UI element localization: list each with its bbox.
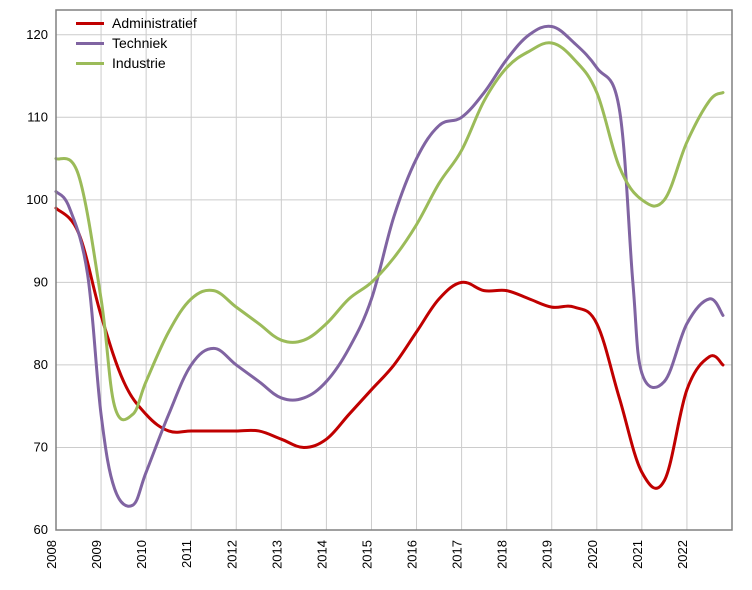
x-tick-label: 2008 (44, 540, 59, 569)
x-tick-label: 2014 (314, 540, 329, 569)
x-tick-label: 2017 (450, 540, 465, 569)
y-tick-label: 60 (34, 522, 48, 537)
x-tick-label: 2019 (540, 540, 555, 569)
legend-swatch (76, 22, 104, 25)
legend-label: Techniek (112, 34, 167, 52)
legend-swatch (76, 62, 104, 65)
x-tick-label: 2016 (405, 540, 420, 569)
x-tick-label: 2020 (585, 540, 600, 569)
x-tick-label: 2012 (224, 540, 239, 569)
x-tick-label: 2015 (359, 540, 374, 569)
x-tick-label: 2013 (269, 540, 284, 569)
x-tick-label: 2011 (179, 540, 194, 568)
legend-item: Administratief (76, 14, 197, 32)
y-tick-label: 80 (34, 357, 48, 372)
legend-item: Industrie (76, 54, 197, 72)
x-tick-label: 2010 (134, 540, 149, 569)
x-tick-label: 2022 (675, 540, 690, 569)
y-tick-label: 90 (34, 274, 48, 289)
legend: Administratief Techniek Industrie (76, 14, 197, 74)
y-tick-label: 100 (26, 192, 48, 207)
legend-label: Industrie (112, 54, 166, 72)
chart-svg: 60 70 80 90 100 110 120 2008 2009 2010 2011 2012 201… (0, 0, 752, 590)
y-tick-label: 70 (34, 439, 48, 454)
x-tick-label: 2018 (495, 540, 510, 569)
legend-label: Administratief (112, 14, 197, 32)
line-chart: 60 70 80 90 100 110 120 2008 2009 2010 2011 2012 201… (0, 0, 752, 590)
y-tick-label: 120 (26, 27, 48, 42)
legend-item: Techniek (76, 34, 197, 52)
x-tick-label: 2021 (630, 540, 645, 569)
x-tick-label: 2009 (89, 540, 104, 569)
legend-swatch (76, 42, 104, 45)
y-tick-label: 110 (27, 109, 48, 124)
